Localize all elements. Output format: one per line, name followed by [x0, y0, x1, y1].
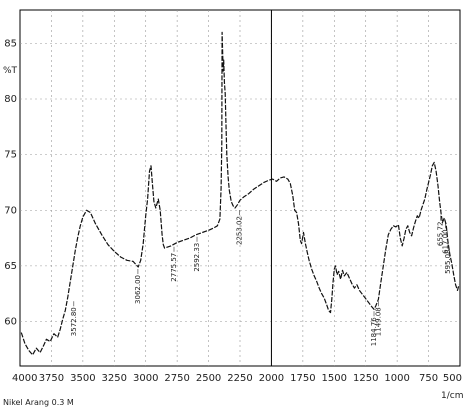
plot-area-border [19, 9, 461, 367]
x-tick-label: 2750 [164, 373, 189, 384]
y-tick-label: 60 [4, 317, 17, 328]
y-tick-label: 85 [4, 38, 17, 49]
peak-labels: 3572.80 3062.00 2775.57 2592.33 2253.02 1184.… [70, 210, 452, 346]
peak-label: 655.72 [437, 222, 445, 247]
x-tick-label: 3500 [70, 373, 95, 384]
x-tick-label: 3750 [39, 373, 64, 384]
peak-label: 2592.33 [193, 243, 201, 272]
sample-caption: Nikel Arang 0.3 M [3, 398, 74, 407]
peak-label: 617.00 [441, 229, 449, 254]
y-tick-label: 70 [4, 205, 17, 216]
y-tick-label: 65 [4, 261, 17, 272]
peak-label: 1184.76 [370, 317, 378, 346]
x-axis-label: 1/cm [441, 391, 463, 401]
y-tick-label: 80 [4, 94, 17, 105]
x-tick-label: 750 [419, 373, 438, 384]
x-tick-label: 2500 [196, 373, 221, 384]
y-axis-label: %T [3, 66, 18, 76]
y-axis-ticks: 60 65 70 75 80 85 [4, 38, 17, 327]
y-tick-label: 75 [4, 150, 17, 161]
peak-label: 2253.02 [236, 216, 244, 245]
x-tick-label: 2250 [227, 373, 252, 384]
x-tick-label: 1750 [290, 373, 315, 384]
x-tick-label: 1250 [353, 373, 378, 384]
x-tick-label: 500 [443, 373, 462, 384]
x-tick-label: 1000 [384, 373, 409, 384]
peak-label: 3572.80 [70, 307, 78, 336]
peak-label: 3062.00 [134, 275, 142, 304]
x-tick-label: 4000 [12, 373, 37, 384]
spectrum-line [20, 31, 460, 356]
x-tick-label: 3000 [133, 373, 158, 384]
x-tick-label: 2000 [259, 373, 284, 384]
peak-label: 1149.08 [374, 307, 382, 336]
x-axis-ticks: 4000 3750 3500 3250 3000 2750 2500 2250 2000 1750… [12, 373, 462, 384]
x-tick-label: 1500 [322, 373, 347, 384]
spectrum-series [20, 31, 460, 356]
x-tick-label: 3250 [102, 373, 127, 384]
peak-label: 2775.57 [170, 253, 178, 282]
peak-label: 595.08 [444, 249, 452, 274]
